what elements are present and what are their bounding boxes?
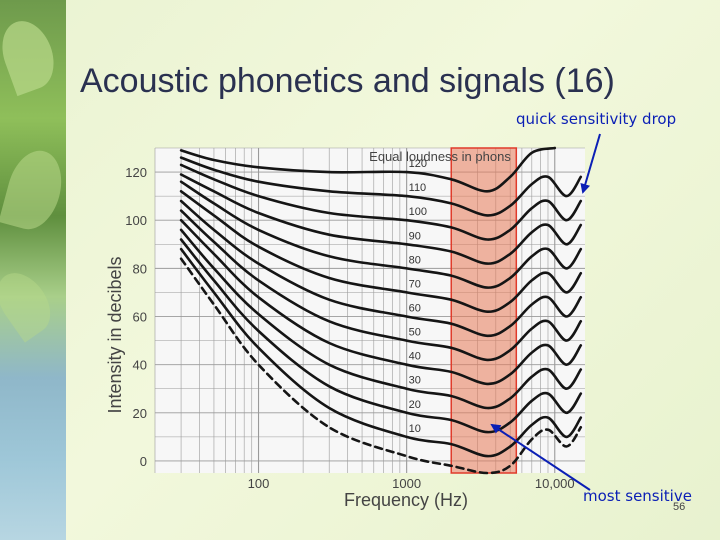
phon-label: 100 xyxy=(409,206,427,218)
phon-label: 50 xyxy=(409,327,421,339)
phon-label: 40 xyxy=(409,351,421,363)
loudness-curve xyxy=(179,209,583,362)
loudness-curve xyxy=(179,156,583,217)
loudness-curve xyxy=(179,180,583,289)
loudness-curve xyxy=(179,247,583,458)
loudness-curve xyxy=(179,238,583,434)
loudness-curve xyxy=(179,218,583,386)
phon-label: 120 xyxy=(409,158,427,170)
phon-label: 60 xyxy=(409,303,421,315)
loudness-curve xyxy=(179,163,583,241)
y-tick-label: 0 xyxy=(140,454,147,469)
phon-label: 90 xyxy=(409,230,421,242)
loudness-curve xyxy=(179,190,583,314)
annotation-arrow-bottom xyxy=(490,423,591,491)
phon-labels: 120 110 100 90 80 70 60 50 40 30 20 10 xyxy=(409,158,427,435)
x-tick-label: 1000 xyxy=(392,476,421,491)
loudness-curve xyxy=(179,228,583,410)
decorative-leaf-background xyxy=(0,0,70,540)
annotation-most-sensitive: most sensitive xyxy=(583,487,692,505)
x-tick-label: 10,000 xyxy=(535,476,575,491)
curves xyxy=(179,146,583,475)
chart-title: Equal loudness in phons xyxy=(369,149,511,164)
ticks: 100 1000 10,000 0 20 40 60 80 100 120 xyxy=(125,165,574,491)
x-axis-label: Frequency (Hz) xyxy=(344,490,468,510)
phon-label: 20 xyxy=(409,399,421,411)
phon-label: 30 xyxy=(409,375,421,387)
y-tick-label: 120 xyxy=(125,165,147,180)
y-axis-label: Intensity in decibels xyxy=(105,256,125,413)
annotation-arrow-top xyxy=(580,133,601,194)
loudness-curve xyxy=(179,173,583,265)
y-tick-label: 80 xyxy=(133,261,147,276)
slide-title: Acoustic phonetics and signals (16) xyxy=(80,62,615,100)
phon-label: 10 xyxy=(409,423,421,435)
threshold-curve-dashed xyxy=(179,257,583,475)
loudness-curve xyxy=(179,199,583,338)
y-tick-label: 100 xyxy=(125,213,147,228)
y-tick-label: 60 xyxy=(133,310,147,325)
phon-label: 110 xyxy=(409,182,427,194)
annotation-quick-sensitivity-drop: quick sensitivity drop xyxy=(516,110,676,128)
y-tick-label: 20 xyxy=(133,406,147,421)
phon-label: 70 xyxy=(409,278,421,290)
phon-label: 80 xyxy=(409,254,421,266)
page-number: 56 xyxy=(673,501,685,513)
y-tick-label: 40 xyxy=(133,358,147,373)
x-tick-label: 100 xyxy=(248,476,270,491)
loudness-curve xyxy=(179,146,557,193)
